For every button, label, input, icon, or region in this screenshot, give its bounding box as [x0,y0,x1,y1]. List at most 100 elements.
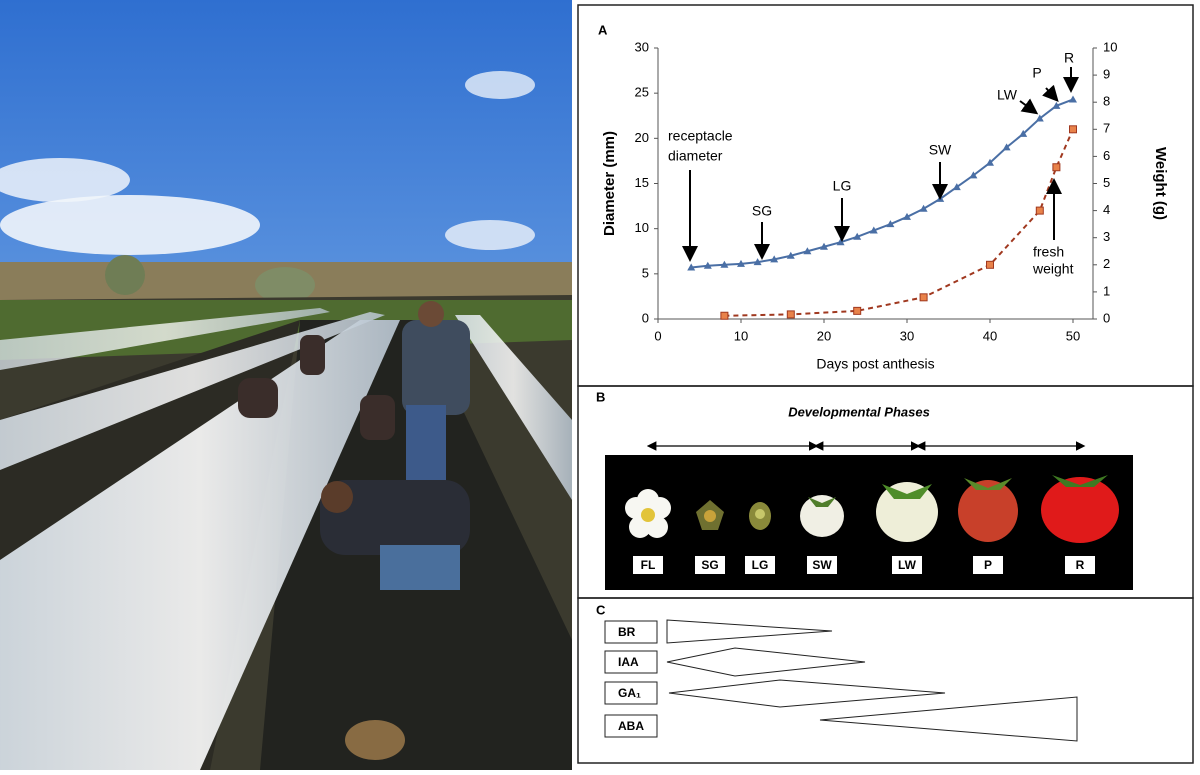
annotation-arrow [1042,84,1059,102]
x-tick-label: 40 [983,328,997,343]
stage-label: P [984,558,992,572]
stage-label: SG [701,558,718,572]
series-line [691,98,1074,269]
data-point [1052,163,1061,172]
stage-box [807,556,837,574]
stage-box [633,556,663,574]
x-tick-label: 10 [734,328,748,343]
y2-tick-label: 8 [1103,94,1110,109]
stage-label: LG [752,558,769,572]
y-tick-label: 20 [635,130,649,145]
y-tick-label: 30 [635,39,649,54]
data-point [720,311,729,320]
data-point [869,226,878,234]
annotation: P [1032,65,1041,81]
y-tick-label: 10 [635,220,649,235]
data-point [853,306,862,315]
data-point [853,232,862,240]
hormone-shapes [666,619,1078,742]
annotation: SW [929,142,952,158]
stage-label: SW [812,558,832,572]
data-point [986,260,994,269]
y2-tick-label: 7 [1103,121,1110,136]
data-point [1069,125,1077,134]
fruit-images [625,475,1119,543]
y2-tick-label: 5 [1103,175,1110,190]
stage-box [1065,556,1095,574]
data-point [786,310,795,319]
hormone-box [604,650,658,674]
annotation: LG [833,178,852,194]
y-axis-label: Diameter (mm) [601,131,618,236]
y-tick-label: 25 [635,85,649,100]
data-point [1019,129,1028,137]
annotation-arrow [1019,98,1039,115]
data-point [786,251,795,259]
y2-tick-label: 3 [1103,229,1110,244]
data-point [903,212,911,220]
data-point [770,255,779,263]
x-tick-label: 0 [654,328,661,343]
hormone-box [604,714,658,738]
hormone-label: IAA [618,655,639,669]
y-tick-label: 0 [642,310,649,325]
hormone-label: GA₁ [618,686,641,700]
data-point [919,204,928,212]
stage-label: R [1076,558,1085,572]
data-point [753,258,762,266]
stage-box [695,556,725,574]
annotation: SG [752,203,772,219]
annotation: diameter [668,148,723,164]
stage-labels: FL SG LG SW LW P R [633,556,1095,574]
stage-box [892,556,922,574]
series-line [724,128,1074,317]
annotation: weight [1032,261,1074,277]
y2-tick-label: 6 [1103,148,1110,163]
annotation: LW [997,87,1018,103]
panel-label: A [598,22,608,37]
data-point [687,263,696,271]
x-tick-label: 30 [900,328,914,343]
stage-label: FL [641,558,656,572]
y2-axis-label: Weight (g) [1152,147,1169,220]
data-point [969,171,978,179]
y-tick-label: 15 [635,175,649,190]
data-point [703,261,712,269]
x-tick-label: 50 [1066,328,1080,343]
data-point [986,158,994,166]
hormone-box [604,620,658,644]
data-point [952,183,961,191]
data-point [737,259,745,267]
annotation: fresh [1033,244,1064,260]
stage-label: LW [898,558,917,572]
field-photo [0,0,572,770]
data-point [1052,101,1061,109]
annotation: receptacle [668,128,733,144]
stage-box [745,556,775,574]
data-point [919,293,928,302]
data-point [1002,143,1011,151]
hormone-box [604,681,658,705]
annotation: R [1064,50,1074,66]
panel-label: C [596,602,606,617]
y2-tick-label: 9 [1103,67,1110,82]
data-point [820,242,828,250]
data-point [803,247,812,255]
hormone-label: BR [618,625,636,639]
data-point [1035,114,1044,122]
phases-title: Developmental Phases [788,404,930,419]
y-tick-label: 5 [642,265,649,280]
y2-tick-label: 0 [1103,310,1110,325]
panel-label: B [596,389,605,404]
data-point [1069,95,1077,103]
stage-box [973,556,1003,574]
y2-tick-label: 4 [1103,202,1110,217]
y2-tick-label: 10 [1103,39,1117,54]
data-point [1035,206,1044,215]
data-point [886,220,895,228]
y2-tick-label: 1 [1103,283,1110,298]
y2-tick-label: 2 [1103,256,1110,271]
panel-frames [577,4,1194,764]
